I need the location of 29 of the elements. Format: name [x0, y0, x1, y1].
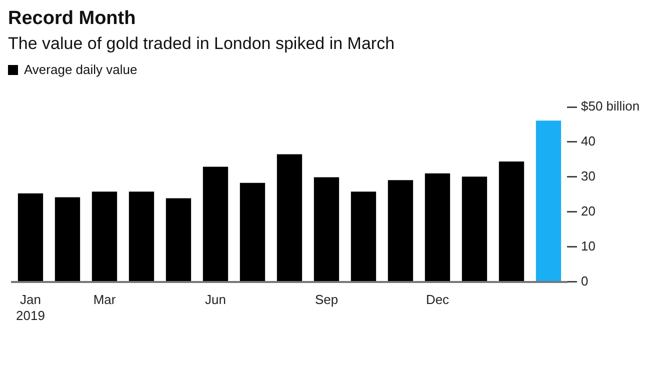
x-tick-label: Jun [205, 292, 226, 308]
x-tick-label: Sep [314, 292, 338, 308]
bar [424, 173, 450, 282]
bar [202, 166, 228, 282]
y-tick-label: 20 [581, 203, 596, 218]
bar [166, 198, 192, 282]
chart-title: Record Month [8, 8, 137, 30]
y-tick-label: 0 [581, 273, 588, 288]
bar [388, 180, 414, 282]
y-tick-label: 10 [581, 238, 596, 254]
bar [314, 177, 340, 282]
x-tick-label: Jan 2019 [16, 292, 45, 323]
bar [128, 192, 154, 282]
bar [92, 192, 118, 282]
x-tick-label: Mar [93, 292, 116, 308]
legend-label: Average daily value [24, 62, 138, 77]
bar [18, 193, 44, 282]
y-tick-label: 30 [581, 168, 596, 184]
chart-subtitle: The value of gold traded in London spiked in March [8, 34, 396, 54]
bar [498, 162, 524, 282]
y-tick-label: 40 [581, 134, 596, 149]
bar [276, 154, 302, 282]
bar [462, 176, 488, 282]
bar [350, 192, 376, 282]
bar [54, 197, 80, 282]
bar [240, 182, 266, 282]
x-tick-label: Dec [426, 292, 450, 308]
bar [536, 120, 562, 282]
y-tick-label: $50 billion [581, 98, 640, 114]
